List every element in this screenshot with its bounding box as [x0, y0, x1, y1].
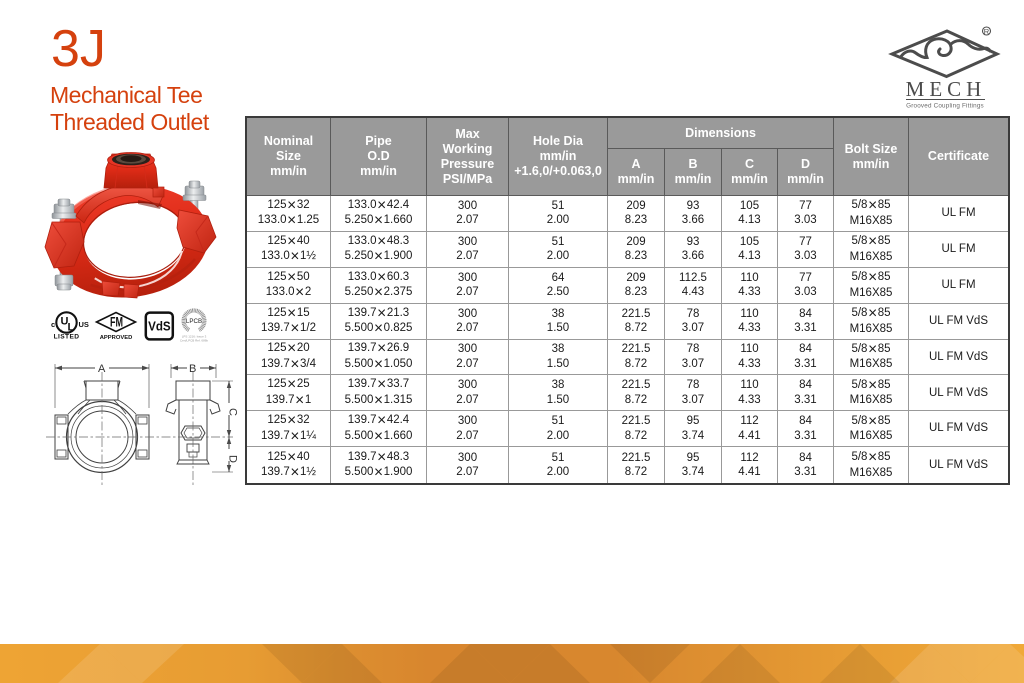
svg-text:A: A	[98, 363, 106, 375]
svg-text:VdS: VdS	[148, 319, 171, 334]
svg-text:US: US	[79, 320, 89, 329]
svg-text:Grooved Coupling Fittings: Grooved Coupling Fittings	[906, 103, 984, 110]
svg-text:APPROVED: APPROVED	[100, 335, 133, 341]
svg-text:Cert/LPCB Ref. 686b: Cert/LPCB Ref. 686b	[180, 339, 209, 343]
svg-text:LISTED: LISTED	[54, 334, 80, 341]
svg-text:c: c	[51, 320, 55, 329]
svg-text:L: L	[68, 322, 75, 334]
svg-text:R: R	[984, 27, 990, 36]
svg-text:FM: FM	[110, 316, 123, 330]
svg-text:LPCB: LPCB	[186, 318, 202, 325]
svg-text:B: B	[189, 363, 196, 375]
svg-text:U: U	[61, 316, 69, 328]
svg-text:®: ®	[60, 330, 63, 334]
svg-text:D: D	[227, 455, 239, 463]
svg-text:C: C	[227, 408, 239, 416]
svg-text:MECH: MECH	[906, 77, 987, 101]
svg-text:LPS 1216: Issue 3: LPS 1216: Issue 3	[182, 335, 207, 339]
